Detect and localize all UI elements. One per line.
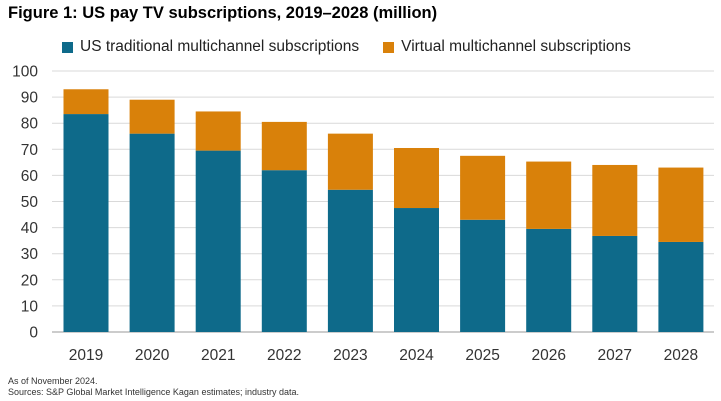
- bar-traditional-2026: [526, 228, 572, 332]
- bar-virtual-2026: [526, 161, 572, 229]
- bar-traditional-2027: [592, 235, 638, 332]
- bar-virtual-2019: [63, 89, 109, 115]
- bar-traditional-2028: [658, 241, 704, 332]
- y-tick-label: 90: [21, 90, 39, 107]
- x-tick-label: 2028: [664, 347, 698, 364]
- y-tick-label: 100: [12, 64, 38, 81]
- bars: [63, 89, 704, 332]
- y-tick-label: 10: [21, 298, 39, 315]
- bar-traditional-2023: [327, 189, 373, 332]
- footnote-date: As of November 2024.: [8, 376, 98, 386]
- y-tick-label: 30: [21, 246, 39, 263]
- x-tick-label: 2027: [598, 347, 632, 364]
- bar-traditional-2024: [394, 208, 439, 332]
- bar-virtual-2021: [195, 111, 241, 151]
- bar-traditional-2021: [195, 150, 241, 332]
- y-tick-label: 80: [21, 116, 39, 133]
- x-tick-label: 2022: [267, 347, 301, 364]
- bar-virtual-2028: [658, 167, 704, 242]
- x-tick-label: 2019: [69, 347, 103, 364]
- bar-traditional-2019: [63, 114, 109, 332]
- footnote-sources: Sources: S&P Global Market Intelligence …: [8, 387, 299, 397]
- bar-virtual-2027: [592, 164, 638, 236]
- bar-virtual-2023: [327, 133, 373, 190]
- x-tick-label: 2024: [399, 347, 434, 364]
- bar-virtual-2022: [261, 121, 307, 171]
- legend-item-virtual: Virtual multichannel subscriptions: [383, 38, 631, 56]
- y-tick-label: 70: [21, 142, 39, 159]
- y-tick-label: 0: [29, 325, 38, 342]
- legend: US traditional multichannel subscription…: [62, 38, 655, 56]
- bar-virtual-2025: [460, 155, 506, 220]
- x-tick-label: 2025: [465, 347, 499, 364]
- legend-swatch-virtual: [383, 41, 395, 53]
- bar-traditional-2020: [129, 133, 175, 332]
- x-tick-label: 2023: [333, 347, 367, 364]
- x-axis-ticks: 2019 2020 2021 2022 2023 2024 2025 2026 2027 2028: [69, 347, 698, 364]
- bar-traditional-2022: [261, 170, 307, 332]
- x-tick-label: 2020: [135, 347, 170, 364]
- chart-title: Figure 1: US pay TV subscriptions, 2019–…: [8, 4, 438, 22]
- y-tick-label: 40: [21, 220, 39, 237]
- y-tick-label: 50: [21, 194, 39, 211]
- x-tick-label: 2026: [531, 347, 565, 364]
- y-tick-label: 20: [21, 272, 39, 289]
- legend-label-traditional: US traditional multichannel subscription…: [80, 38, 360, 55]
- bar-traditional-2025: [460, 219, 506, 332]
- y-tick-label: 60: [21, 168, 39, 185]
- footnote: As of November 2024. Sources: S&P Global…: [8, 376, 299, 398]
- y-axis-ticks: 0 10 20 30 40 50 60 70 80 90 100: [12, 64, 38, 342]
- bar-virtual-2024: [394, 147, 439, 209]
- bar-virtual-2020: [129, 99, 175, 134]
- x-tick-label: 2021: [201, 347, 235, 364]
- legend-swatch-traditional: [62, 41, 73, 53]
- legend-item-traditional: US traditional multichannel subscription…: [62, 38, 359, 56]
- legend-label-virtual: Virtual multichannel subscriptions: [401, 38, 631, 55]
